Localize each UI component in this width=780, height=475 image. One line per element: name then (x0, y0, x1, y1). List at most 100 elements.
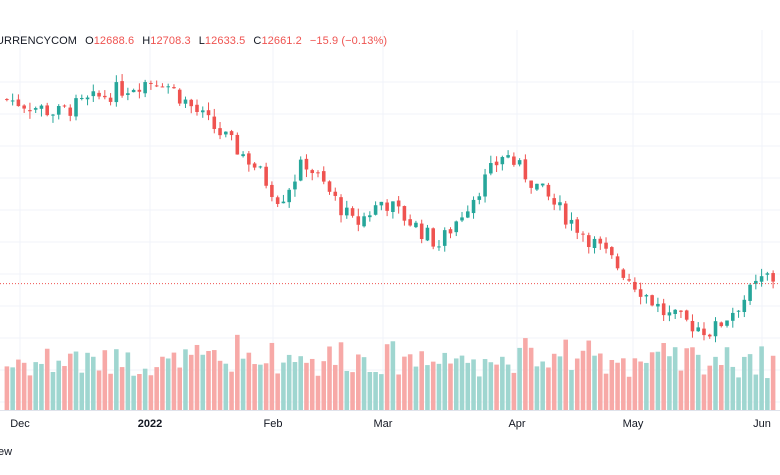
volume-bar (235, 334, 240, 410)
candle-down (103, 95, 107, 98)
candle-down (702, 328, 706, 336)
high-value: 12708.3 (150, 35, 191, 47)
volume-bar (430, 361, 436, 410)
candle-up (74, 98, 78, 117)
candle-down (212, 116, 217, 129)
volume-bar (79, 372, 85, 410)
x-tick-label: 2022 (138, 418, 162, 430)
volume-bar (258, 364, 263, 410)
candle-up (131, 89, 136, 93)
candle-down (160, 86, 165, 88)
x-tick-label: Dec (10, 418, 30, 430)
candle-down (563, 203, 568, 225)
volume-bar (609, 359, 615, 410)
volume-bar (252, 364, 257, 410)
candle-up (673, 309, 677, 314)
volume-bar (309, 358, 315, 410)
volume-bar (217, 360, 223, 410)
candle-up (79, 98, 84, 100)
candle-down (247, 153, 251, 165)
volume-bar (534, 366, 540, 410)
candle-down (610, 247, 614, 256)
volume-bar (678, 370, 684, 410)
volume-bar (505, 364, 511, 410)
candle-down (679, 310, 683, 312)
candle-up (85, 97, 90, 100)
candle-up (224, 131, 228, 135)
candle-down (356, 216, 361, 225)
candle-up (489, 163, 493, 174)
candle-down (598, 238, 603, 244)
candle-down (621, 269, 626, 278)
candle-down (546, 184, 551, 197)
candle-down (310, 170, 315, 174)
candle-down (494, 161, 499, 166)
candle-down (529, 180, 533, 188)
volume-bar (557, 356, 563, 410)
volume-bar (540, 361, 545, 410)
candle-down (206, 110, 211, 116)
symbol-name: URRENCYCOM (0, 35, 78, 47)
candle-up (742, 299, 747, 313)
price-pane (5, 74, 775, 343)
candle-down (235, 134, 240, 155)
candle-up (362, 216, 366, 227)
volume-bar (742, 356, 747, 410)
candle-down (275, 197, 280, 204)
candle-down (321, 171, 326, 182)
volume-bar (177, 367, 183, 410)
open-value: 12688.6 (93, 35, 135, 47)
volume-bar (586, 340, 592, 410)
volume-bar (551, 353, 557, 410)
volume-bar (188, 354, 194, 410)
candle-up (713, 321, 718, 337)
candle-up (345, 207, 349, 216)
volume-bar (453, 358, 459, 410)
volume-bar (477, 376, 482, 410)
volume-bar (713, 356, 718, 410)
volume-bar (44, 348, 50, 410)
volume-bar (459, 355, 465, 410)
volume-bar (229, 371, 234, 410)
volume-bar (672, 347, 678, 410)
volume-bar (494, 364, 499, 410)
candle-down (385, 202, 389, 211)
candle-down (408, 219, 412, 226)
volume-bar (603, 373, 609, 410)
volume-bar (448, 363, 453, 410)
volume-bar (390, 341, 396, 410)
candle-up (293, 181, 297, 190)
volume-bar (137, 374, 142, 410)
candle-down (684, 310, 689, 320)
volume-bar (592, 355, 597, 410)
volume-bar (194, 344, 200, 410)
candle-up (667, 312, 672, 316)
candle-up (56, 106, 61, 115)
volume-bar (730, 366, 736, 410)
x-tick-label: May (623, 418, 644, 430)
candle-down (189, 99, 194, 107)
candle-up (183, 99, 188, 104)
candle-up (465, 211, 470, 218)
volume-bar (736, 377, 741, 410)
volume-bar (465, 362, 471, 410)
candle-down (16, 99, 21, 107)
volume-bar (10, 367, 15, 410)
volume-bar (724, 347, 730, 410)
volume-bar (338, 342, 344, 410)
volume-bar (626, 376, 632, 410)
volume-bar (332, 364, 338, 410)
candle-down (604, 242, 608, 249)
volume-bar (597, 353, 603, 410)
candle-up (33, 108, 38, 110)
time-axis: Dec 2022 Feb Mar Apr May Jun (10, 418, 771, 430)
candle-up (592, 238, 597, 248)
volume-bar (644, 362, 649, 410)
volume-bar (517, 347, 522, 410)
volume-bar (85, 352, 90, 410)
candle-up (373, 205, 378, 215)
volume-bar (580, 350, 586, 410)
volume-bar (304, 362, 309, 410)
